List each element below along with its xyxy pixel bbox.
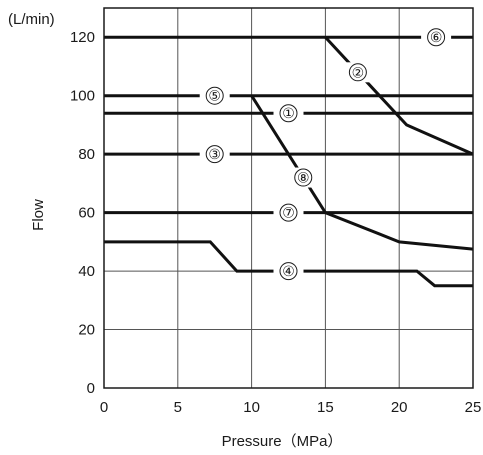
y-tick-label: 100 <box>70 88 95 105</box>
series-label-circle <box>205 145 224 164</box>
series-lines <box>104 35 474 288</box>
x-axis-title: Pressure（MPa） <box>222 433 343 450</box>
y-tick-label: 120 <box>70 29 95 46</box>
series-label: ⑥ <box>430 29 443 45</box>
x-tick-label: 15 <box>317 399 334 416</box>
y-tick-label: 0 <box>87 380 95 397</box>
y-axis-title: Flow <box>30 199 47 231</box>
series-label-circle <box>279 104 298 123</box>
series-labels: ① ② ③ ④ ⑤ ⑥ ⑦ ⑧ <box>199 27 452 282</box>
y-tick-label: 20 <box>78 322 95 339</box>
series-label-circle <box>294 168 313 187</box>
y-tick-label: 60 <box>78 205 95 222</box>
series-label: ⑤ <box>208 88 221 104</box>
series-label: ② <box>352 64 365 80</box>
x-tick-label: 10 <box>243 399 260 416</box>
series-label-circle <box>205 86 224 105</box>
series-label-circle <box>279 203 298 222</box>
series-label: ① <box>282 105 295 121</box>
series-label: ⑦ <box>282 205 295 221</box>
y-tick-labels: 0 20 40 60 80 100 120 <box>70 29 95 397</box>
x-tick-label: 20 <box>391 399 408 416</box>
series-label: ④ <box>282 263 295 279</box>
series-label: ⑧ <box>297 170 310 186</box>
x-tick-labels: 0 5 10 15 20 25 <box>100 399 482 416</box>
series-line <box>104 240 473 288</box>
x-tick-label: 5 <box>174 399 182 416</box>
series-label-circle <box>348 63 367 82</box>
series-label-circle <box>279 262 298 281</box>
y-tick-label: 80 <box>78 146 95 163</box>
x-tick-label: 0 <box>100 399 108 416</box>
series-label-circle <box>427 28 446 47</box>
series-line <box>250 94 474 251</box>
x-tick-label: 25 <box>465 399 482 416</box>
plot-frame <box>103 7 474 389</box>
grid-lines <box>104 8 473 388</box>
y-unit-label: (L/min) <box>8 11 55 28</box>
y-tick-label: 40 <box>78 263 95 280</box>
series-label: ③ <box>208 146 221 162</box>
